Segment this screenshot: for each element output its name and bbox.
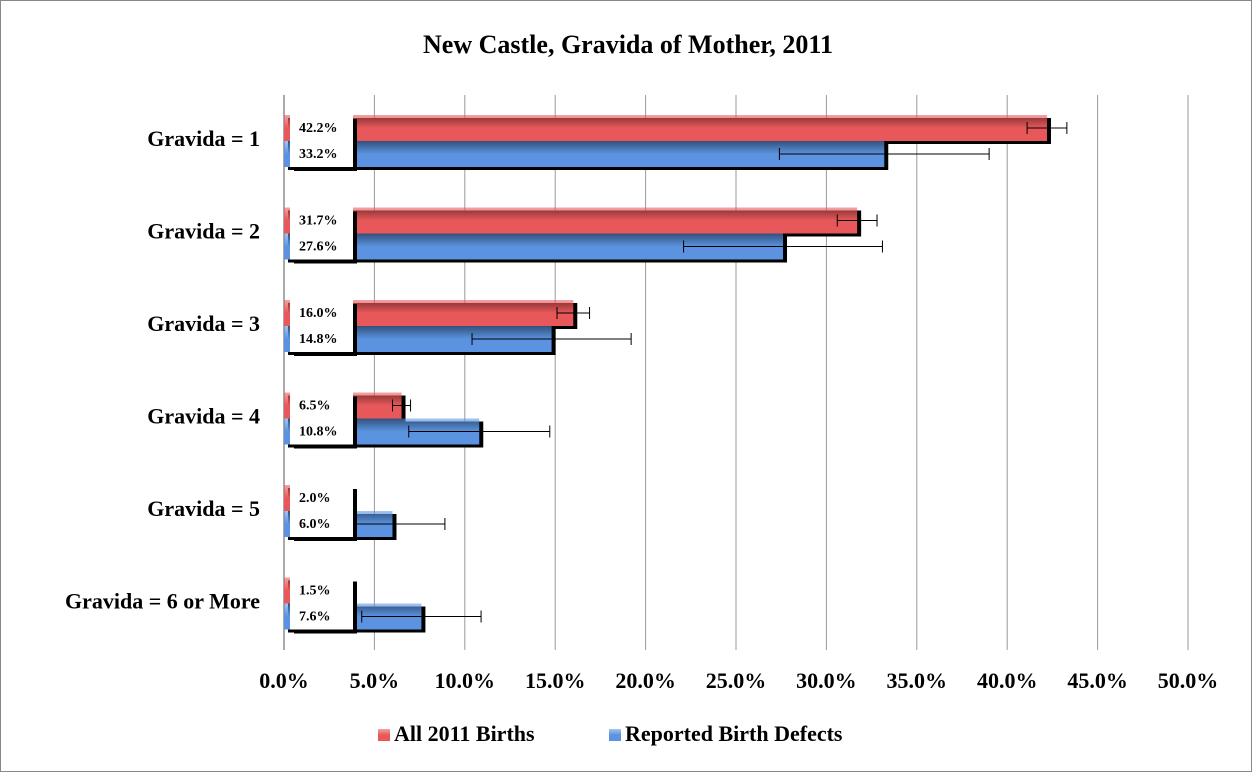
data-label: 42.2%	[299, 121, 338, 136]
y-tick-label: Gravida = 1	[147, 126, 260, 151]
x-tick-label: 40.0%	[977, 668, 1038, 693]
error-bar	[778, 148, 990, 160]
data-label: 7.6%	[299, 610, 331, 625]
bar	[284, 115, 1047, 141]
data-label: 27.6%	[299, 240, 338, 255]
data-label: 10.8%	[299, 425, 338, 440]
y-tick-label: Gravida = 2	[147, 219, 260, 244]
error-bar	[556, 307, 591, 319]
label-box	[290, 577, 353, 630]
error-bar	[391, 399, 412, 412]
data-label: 16.0%	[299, 306, 338, 321]
legend-label: Reported Birth Defects	[625, 721, 843, 746]
data-label: 6.0%	[299, 517, 331, 532]
x-tick-label: 30.0%	[796, 668, 857, 693]
x-tick-label: 35.0%	[887, 668, 948, 693]
error-bar	[408, 425, 551, 438]
x-tick-label: 5.0%	[350, 668, 400, 693]
error-bar	[836, 214, 878, 227]
label-box	[290, 207, 353, 260]
x-tick-label: 10.0%	[435, 668, 496, 693]
x-tick-label: 25.0%	[706, 668, 767, 693]
label-box	[290, 115, 353, 167]
label-box	[290, 485, 353, 537]
legend-swatch	[378, 729, 390, 741]
data-label: 1.5%	[299, 584, 331, 599]
x-tick-label: 20.0%	[615, 668, 676, 693]
x-tick-label: 0.0%	[259, 668, 309, 693]
y-tick-label: Gravida = 3	[147, 311, 260, 336]
x-tick-label: 50.0%	[1158, 668, 1219, 693]
data-label: 31.7%	[299, 214, 338, 229]
label-box	[290, 392, 353, 445]
chart-title: New Castle, Gravida of Mother, 2011	[423, 30, 833, 59]
error-bar	[1026, 122, 1068, 134]
x-tick-label: 45.0%	[1067, 668, 1128, 693]
data-label: 33.2%	[299, 147, 338, 162]
label-box	[290, 300, 353, 352]
y-tick-label: Gravida = 4	[147, 404, 260, 429]
y-tick-label: Gravida = 5	[147, 496, 260, 521]
data-label: 14.8%	[299, 332, 338, 347]
error-bar	[471, 333, 632, 345]
data-label: 2.0%	[299, 491, 331, 506]
error-bar	[683, 240, 883, 253]
data-label: 6.5%	[299, 399, 331, 414]
legend-swatch	[609, 729, 621, 741]
error-bar	[361, 610, 482, 623]
bar	[284, 207, 858, 234]
legend-label: All 2011 Births	[394, 721, 535, 746]
y-tick-label: Gravida = 6 or More	[65, 589, 260, 614]
x-tick-label: 15.0%	[525, 668, 586, 693]
